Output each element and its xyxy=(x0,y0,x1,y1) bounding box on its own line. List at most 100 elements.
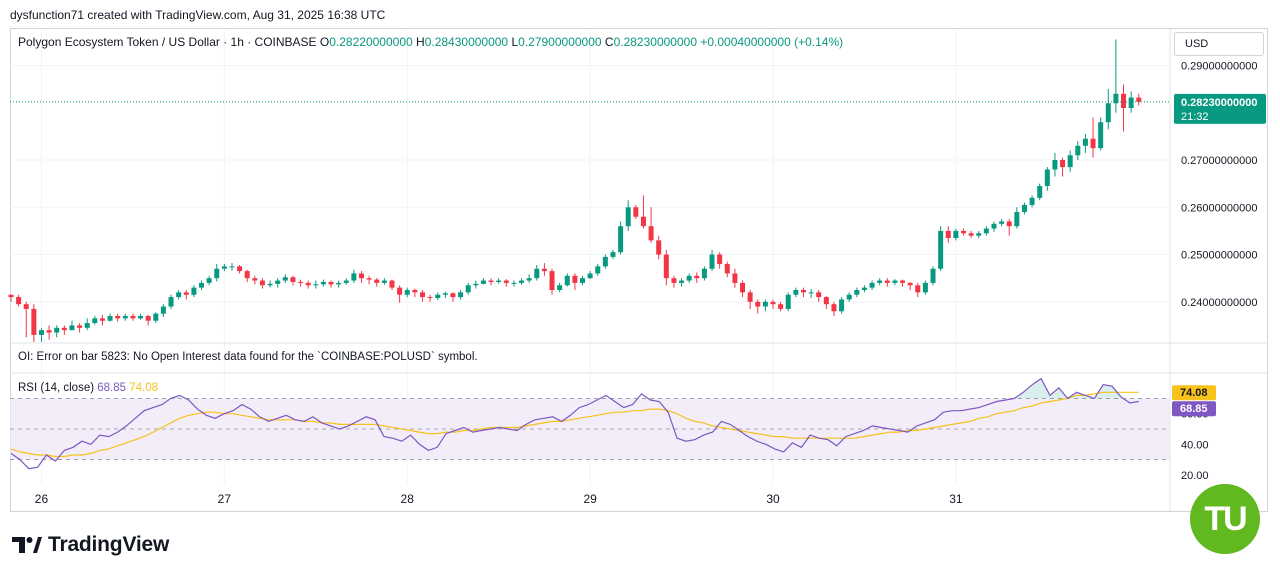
candle-body xyxy=(488,280,494,282)
candle-body xyxy=(991,223,997,229)
candle-body xyxy=(999,221,1005,224)
price-tick-label: 0.26000000000 xyxy=(1181,202,1257,214)
candle-body xyxy=(846,294,852,300)
chart-frame xyxy=(10,28,1268,512)
tu-badge: TU xyxy=(1190,484,1260,554)
rsi-tick-label: 20.00 xyxy=(1181,470,1209,482)
candle-body xyxy=(229,266,235,268)
candle-body xyxy=(84,323,90,328)
candle-body xyxy=(900,280,906,283)
rsi-legend: RSI (14, close) 68.85 74.08 xyxy=(18,382,158,394)
candle-body xyxy=(214,268,220,279)
candle-body xyxy=(793,290,799,295)
candle-body xyxy=(503,280,509,283)
rsi-line xyxy=(10,377,1139,470)
candle-body xyxy=(740,282,746,293)
candle-body xyxy=(526,278,532,281)
candle-body xyxy=(267,283,273,286)
candle-body xyxy=(389,280,395,288)
open-value: 0.28220000000 xyxy=(329,35,413,49)
candle-body xyxy=(473,283,479,286)
currency-selector[interactable]: USD xyxy=(1174,32,1264,56)
candle-body xyxy=(328,281,334,285)
candle-body xyxy=(320,281,326,285)
price-tick-label: 0.27000000000 xyxy=(1181,155,1257,167)
candle-body xyxy=(290,277,296,282)
candle-body xyxy=(816,292,822,298)
price-tick-label: 0.25000000000 xyxy=(1181,250,1257,262)
candle-body xyxy=(1006,221,1012,227)
close-value: 0.28230000000 xyxy=(613,35,697,49)
candle-body xyxy=(1113,93,1119,104)
candle-body xyxy=(1029,197,1035,205)
price-tick-label: 0.24000000000 xyxy=(1181,297,1257,309)
time-tick-label: 30 xyxy=(766,492,780,506)
rsi-legend-ma: 74.08 xyxy=(129,382,159,394)
candle-body xyxy=(610,252,616,257)
tradingview-logo[interactable]: TradingView xyxy=(12,532,169,558)
candle-body xyxy=(587,273,593,279)
time-tick-label: 28 xyxy=(401,492,415,506)
candle-body xyxy=(915,285,921,293)
candle-body xyxy=(755,301,761,307)
candle-body xyxy=(69,325,75,331)
candle-body xyxy=(115,316,121,319)
candle-body xyxy=(244,271,250,279)
candle-body xyxy=(183,292,189,295)
candle-body xyxy=(877,280,883,283)
candle-body xyxy=(625,207,631,227)
candle-body xyxy=(397,287,403,295)
candle-body xyxy=(618,226,624,253)
candle-body xyxy=(861,287,867,290)
candle-body xyxy=(854,290,860,295)
candle-body xyxy=(1075,145,1081,156)
candle-body xyxy=(823,297,829,305)
low-label: L xyxy=(511,35,519,49)
candle-body xyxy=(282,277,288,281)
tradingview-logo-text: TradingView xyxy=(48,533,170,556)
rsi-ma-badge-label: 74.08 xyxy=(1180,387,1208,399)
candle-body xyxy=(732,273,738,283)
candle-body xyxy=(191,287,197,295)
candle-body xyxy=(252,278,258,281)
candle-body xyxy=(633,207,639,217)
candle-body xyxy=(381,280,387,283)
candle-body xyxy=(77,325,83,328)
candle-body xyxy=(1090,138,1096,149)
time-tick-label: 27 xyxy=(218,492,232,506)
candle-body xyxy=(305,282,311,286)
candle-body xyxy=(465,285,471,293)
candle-body xyxy=(534,268,540,279)
candle-body xyxy=(983,228,989,234)
candle-body xyxy=(717,254,723,264)
candle-body xyxy=(762,301,768,307)
candle-body xyxy=(153,313,159,321)
candle-body xyxy=(138,316,144,319)
candle-body xyxy=(23,304,29,309)
candle-body xyxy=(206,278,212,283)
candle-body xyxy=(1067,155,1073,168)
symbol-legend: Polygon Ecosystem Token / US Dollar · 1h… xyxy=(18,35,843,49)
candle-body xyxy=(549,271,555,290)
rsi-legend-value: 68.85 xyxy=(97,382,127,394)
candle-body xyxy=(808,292,814,294)
candle-body xyxy=(450,293,456,298)
oi-error-message: OI: Error on bar 5823: No Open Interest … xyxy=(18,351,478,363)
candle-body xyxy=(519,280,525,283)
candle-body xyxy=(572,275,578,283)
candle-body xyxy=(968,233,974,236)
candle-body xyxy=(564,275,570,286)
candle-body xyxy=(907,282,913,286)
candle-body xyxy=(435,294,441,299)
candle-body xyxy=(1098,122,1104,149)
change-value: +0.00040000000 (+0.14%) xyxy=(700,35,844,49)
close-label: C xyxy=(604,35,614,49)
candle-body xyxy=(38,330,44,335)
candle-body xyxy=(686,275,692,281)
open-label: O xyxy=(319,35,330,49)
candle-body xyxy=(221,266,227,269)
rsi-overbought-fill xyxy=(1014,378,1121,399)
candle-body xyxy=(961,230,966,234)
candle-body xyxy=(404,290,410,295)
